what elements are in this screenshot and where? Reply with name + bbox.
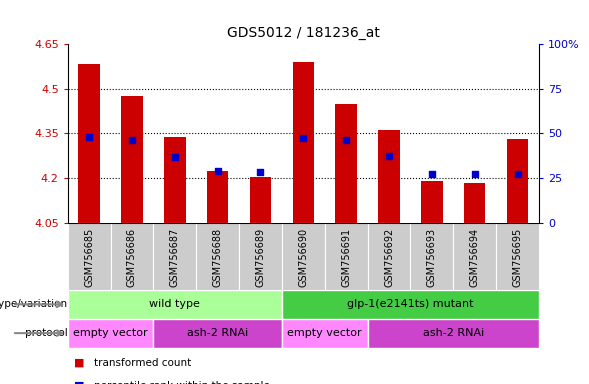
Bar: [336, 104, 357, 223]
Point: [470, 171, 479, 177]
Point: [213, 167, 223, 174]
Bar: [68, 319, 153, 348]
Point: [513, 170, 522, 177]
Point: [170, 154, 180, 160]
Bar: [368, 223, 411, 290]
Text: genotype/variation: genotype/variation: [0, 299, 68, 310]
Bar: [239, 223, 282, 290]
Text: GSM756695: GSM756695: [512, 228, 522, 287]
Point: [342, 137, 351, 143]
Bar: [411, 223, 454, 290]
Text: empty vector: empty vector: [287, 328, 362, 338]
Title: GDS5012 / 181236_at: GDS5012 / 181236_at: [227, 26, 380, 40]
Bar: [282, 290, 539, 319]
Bar: [196, 223, 239, 290]
Bar: [282, 319, 368, 348]
Text: glp-1(e2141ts) mutant: glp-1(e2141ts) mutant: [347, 299, 474, 310]
Text: empty vector: empty vector: [73, 328, 148, 338]
Bar: [496, 223, 539, 290]
Bar: [250, 177, 271, 223]
Text: transformed count: transformed count: [94, 358, 191, 368]
Bar: [68, 223, 111, 290]
Text: GSM756689: GSM756689: [256, 228, 266, 287]
Text: percentile rank within the sample: percentile rank within the sample: [94, 381, 270, 384]
Point: [384, 153, 393, 159]
Text: ■: ■: [74, 358, 84, 368]
Bar: [153, 223, 196, 290]
Bar: [368, 319, 539, 348]
Bar: [153, 319, 282, 348]
Text: wild type: wild type: [150, 299, 200, 310]
Bar: [164, 137, 186, 223]
Point: [256, 169, 265, 175]
Text: GSM756691: GSM756691: [341, 228, 351, 287]
Bar: [111, 223, 153, 290]
Text: GSM756693: GSM756693: [427, 228, 437, 287]
Text: GSM756685: GSM756685: [84, 228, 94, 287]
Bar: [78, 63, 100, 223]
Text: GSM756694: GSM756694: [469, 228, 479, 287]
Point: [427, 170, 436, 177]
Text: GSM756686: GSM756686: [127, 228, 137, 287]
Text: ash-2 RNAi: ash-2 RNAi: [187, 328, 249, 338]
Text: ■: ■: [74, 381, 84, 384]
Text: protocol: protocol: [25, 328, 68, 338]
Bar: [325, 223, 368, 290]
Bar: [282, 223, 325, 290]
Bar: [121, 96, 143, 223]
Text: ash-2 RNAi: ash-2 RNAi: [423, 328, 484, 338]
Text: GSM756692: GSM756692: [384, 228, 394, 287]
Bar: [421, 181, 442, 223]
Point: [84, 134, 94, 140]
Point: [299, 135, 308, 141]
Bar: [507, 139, 528, 223]
Bar: [207, 170, 229, 223]
Point: [127, 137, 137, 143]
Bar: [293, 62, 314, 223]
Text: GSM756690: GSM756690: [299, 228, 308, 287]
Bar: [454, 223, 496, 290]
Text: GSM756688: GSM756688: [213, 228, 223, 287]
Text: GSM756687: GSM756687: [170, 228, 180, 287]
Bar: [464, 183, 485, 223]
Bar: [378, 131, 400, 223]
Bar: [68, 290, 282, 319]
